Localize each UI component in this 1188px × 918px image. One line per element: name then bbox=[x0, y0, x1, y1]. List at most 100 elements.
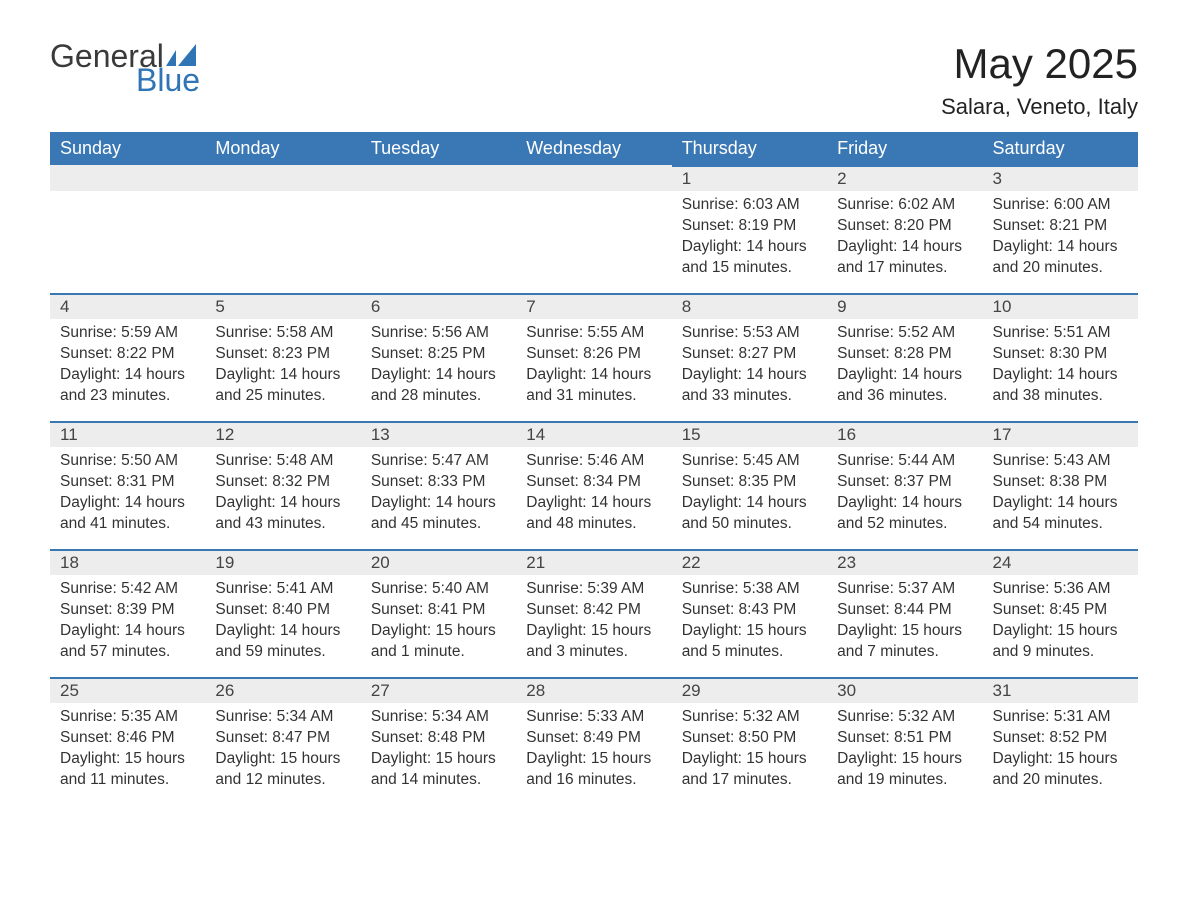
daylight-line: Daylight: 14 hours and 28 minutes. bbox=[371, 365, 506, 407]
daylight-line: Daylight: 14 hours and 38 minutes. bbox=[993, 365, 1128, 407]
day-number: 17 bbox=[983, 421, 1138, 447]
sunset-line: Sunset: 8:52 PM bbox=[993, 728, 1128, 749]
day-number: 5 bbox=[205, 293, 360, 319]
calendar-empty-cell bbox=[205, 165, 360, 293]
sunrise-line: Sunrise: 5:53 AM bbox=[682, 323, 817, 344]
daylight-line: Daylight: 14 hours and 48 minutes. bbox=[526, 493, 661, 535]
calendar-week-row: 1Sunrise: 6:03 AMSunset: 8:19 PMDaylight… bbox=[50, 165, 1138, 293]
page-header: General Blue May 2025 Salara, Veneto, It… bbox=[50, 40, 1138, 120]
sunset-line: Sunset: 8:34 PM bbox=[526, 472, 661, 493]
sunset-line: Sunset: 8:46 PM bbox=[60, 728, 195, 749]
sunrise-line: Sunrise: 5:35 AM bbox=[60, 707, 195, 728]
daylight-line: Daylight: 15 hours and 14 minutes. bbox=[371, 749, 506, 791]
sunrise-line: Sunrise: 5:51 AM bbox=[993, 323, 1128, 344]
weekday-header: Thursday bbox=[672, 132, 827, 165]
logo: General Blue bbox=[50, 40, 200, 96]
day-details: Sunrise: 5:52 AMSunset: 8:28 PMDaylight:… bbox=[827, 319, 982, 415]
sunrise-line: Sunrise: 5:43 AM bbox=[993, 451, 1128, 472]
day-number: 28 bbox=[516, 677, 671, 703]
day-number: 6 bbox=[361, 293, 516, 319]
day-number: 7 bbox=[516, 293, 671, 319]
daylight-line: Daylight: 15 hours and 19 minutes. bbox=[837, 749, 972, 791]
sunset-line: Sunset: 8:45 PM bbox=[993, 600, 1128, 621]
calendar-day-cell: 29Sunrise: 5:32 AMSunset: 8:50 PMDayligh… bbox=[672, 677, 827, 805]
sunset-line: Sunset: 8:39 PM bbox=[60, 600, 195, 621]
day-number: 9 bbox=[827, 293, 982, 319]
sunrise-line: Sunrise: 5:33 AM bbox=[526, 707, 661, 728]
sunset-line: Sunset: 8:28 PM bbox=[837, 344, 972, 365]
day-details: Sunrise: 6:03 AMSunset: 8:19 PMDaylight:… bbox=[672, 191, 827, 287]
sunset-line: Sunset: 8:48 PM bbox=[371, 728, 506, 749]
calendar-day-cell: 16Sunrise: 5:44 AMSunset: 8:37 PMDayligh… bbox=[827, 421, 982, 549]
day-number: 12 bbox=[205, 421, 360, 447]
sunrise-line: Sunrise: 5:32 AM bbox=[682, 707, 817, 728]
weekday-header: Saturday bbox=[983, 132, 1138, 165]
day-details: Sunrise: 5:36 AMSunset: 8:45 PMDaylight:… bbox=[983, 575, 1138, 671]
daylight-line: Daylight: 14 hours and 33 minutes. bbox=[682, 365, 817, 407]
calendar-week-row: 4Sunrise: 5:59 AMSunset: 8:22 PMDaylight… bbox=[50, 293, 1138, 421]
sunset-line: Sunset: 8:50 PM bbox=[682, 728, 817, 749]
sunrise-line: Sunrise: 5:37 AM bbox=[837, 579, 972, 600]
day-number: 31 bbox=[983, 677, 1138, 703]
day-number: 13 bbox=[361, 421, 516, 447]
sunset-line: Sunset: 8:32 PM bbox=[215, 472, 350, 493]
sunrise-line: Sunrise: 5:39 AM bbox=[526, 579, 661, 600]
weekday-header: Sunday bbox=[50, 132, 205, 165]
day-number: 22 bbox=[672, 549, 827, 575]
calendar-day-cell: 8Sunrise: 5:53 AMSunset: 8:27 PMDaylight… bbox=[672, 293, 827, 421]
sunset-line: Sunset: 8:33 PM bbox=[371, 472, 506, 493]
day-details: Sunrise: 5:59 AMSunset: 8:22 PMDaylight:… bbox=[50, 319, 205, 415]
day-number: 10 bbox=[983, 293, 1138, 319]
daylight-line: Daylight: 15 hours and 12 minutes. bbox=[215, 749, 350, 791]
calendar-day-cell: 20Sunrise: 5:40 AMSunset: 8:41 PMDayligh… bbox=[361, 549, 516, 677]
day-number: 18 bbox=[50, 549, 205, 575]
calendar-day-cell: 28Sunrise: 5:33 AMSunset: 8:49 PMDayligh… bbox=[516, 677, 671, 805]
day-details: Sunrise: 5:37 AMSunset: 8:44 PMDaylight:… bbox=[827, 575, 982, 671]
day-details: Sunrise: 5:35 AMSunset: 8:46 PMDaylight:… bbox=[50, 703, 205, 799]
calendar-day-cell: 5Sunrise: 5:58 AMSunset: 8:23 PMDaylight… bbox=[205, 293, 360, 421]
daylight-line: Daylight: 14 hours and 54 minutes. bbox=[993, 493, 1128, 535]
day-details: Sunrise: 6:00 AMSunset: 8:21 PMDaylight:… bbox=[983, 191, 1138, 287]
daylight-line: Daylight: 14 hours and 59 minutes. bbox=[215, 621, 350, 663]
day-details: Sunrise: 5:58 AMSunset: 8:23 PMDaylight:… bbox=[205, 319, 360, 415]
calendar-day-cell: 13Sunrise: 5:47 AMSunset: 8:33 PMDayligh… bbox=[361, 421, 516, 549]
sunrise-line: Sunrise: 6:02 AM bbox=[837, 195, 972, 216]
daylight-line: Daylight: 14 hours and 17 minutes. bbox=[837, 237, 972, 279]
calendar-day-cell: 21Sunrise: 5:39 AMSunset: 8:42 PMDayligh… bbox=[516, 549, 671, 677]
day-number: 30 bbox=[827, 677, 982, 703]
sunset-line: Sunset: 8:20 PM bbox=[837, 216, 972, 237]
sunrise-line: Sunrise: 5:36 AM bbox=[993, 579, 1128, 600]
daylight-line: Daylight: 15 hours and 1 minute. bbox=[371, 621, 506, 663]
day-number: 3 bbox=[983, 165, 1138, 191]
day-details: Sunrise: 5:46 AMSunset: 8:34 PMDaylight:… bbox=[516, 447, 671, 543]
sunrise-line: Sunrise: 5:45 AM bbox=[682, 451, 817, 472]
calendar-day-cell: 22Sunrise: 5:38 AMSunset: 8:43 PMDayligh… bbox=[672, 549, 827, 677]
day-number: 21 bbox=[516, 549, 671, 575]
empty-day-bar bbox=[361, 165, 516, 191]
daylight-line: Daylight: 14 hours and 15 minutes. bbox=[682, 237, 817, 279]
calendar-day-cell: 12Sunrise: 5:48 AMSunset: 8:32 PMDayligh… bbox=[205, 421, 360, 549]
calendar-day-cell: 11Sunrise: 5:50 AMSunset: 8:31 PMDayligh… bbox=[50, 421, 205, 549]
logo-word2: Blue bbox=[136, 64, 200, 96]
day-number: 20 bbox=[361, 549, 516, 575]
day-number: 27 bbox=[361, 677, 516, 703]
day-number: 23 bbox=[827, 549, 982, 575]
calendar-day-cell: 17Sunrise: 5:43 AMSunset: 8:38 PMDayligh… bbox=[983, 421, 1138, 549]
daylight-line: Daylight: 14 hours and 23 minutes. bbox=[60, 365, 195, 407]
sunrise-line: Sunrise: 5:47 AM bbox=[371, 451, 506, 472]
sunset-line: Sunset: 8:43 PM bbox=[682, 600, 817, 621]
day-number: 4 bbox=[50, 293, 205, 319]
sunset-line: Sunset: 8:47 PM bbox=[215, 728, 350, 749]
daylight-line: Daylight: 15 hours and 11 minutes. bbox=[60, 749, 195, 791]
day-details: Sunrise: 5:53 AMSunset: 8:27 PMDaylight:… bbox=[672, 319, 827, 415]
sunrise-line: Sunrise: 5:59 AM bbox=[60, 323, 195, 344]
empty-day-bar bbox=[50, 165, 205, 191]
daylight-line: Daylight: 14 hours and 31 minutes. bbox=[526, 365, 661, 407]
day-details: Sunrise: 5:55 AMSunset: 8:26 PMDaylight:… bbox=[516, 319, 671, 415]
day-number: 24 bbox=[983, 549, 1138, 575]
day-details: Sunrise: 5:51 AMSunset: 8:30 PMDaylight:… bbox=[983, 319, 1138, 415]
daylight-line: Daylight: 15 hours and 17 minutes. bbox=[682, 749, 817, 791]
sunset-line: Sunset: 8:23 PM bbox=[215, 344, 350, 365]
month-title: May 2025 bbox=[941, 40, 1138, 88]
sunrise-line: Sunrise: 5:31 AM bbox=[993, 707, 1128, 728]
